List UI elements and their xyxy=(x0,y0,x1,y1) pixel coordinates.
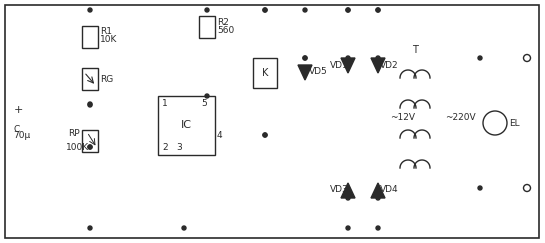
Circle shape xyxy=(205,94,209,98)
Circle shape xyxy=(376,196,380,200)
Polygon shape xyxy=(298,65,312,80)
Text: RP: RP xyxy=(68,129,80,138)
Circle shape xyxy=(88,103,92,107)
Circle shape xyxy=(88,226,92,230)
Text: 4: 4 xyxy=(217,130,222,139)
Circle shape xyxy=(376,8,380,12)
Text: ~220V: ~220V xyxy=(445,113,476,122)
Text: VD2: VD2 xyxy=(380,61,398,70)
Circle shape xyxy=(478,186,482,190)
Circle shape xyxy=(88,145,92,149)
Text: VD1: VD1 xyxy=(330,61,349,70)
Text: 70μ: 70μ xyxy=(13,131,31,140)
Text: 100K: 100K xyxy=(66,142,89,151)
Text: +: + xyxy=(14,105,23,115)
Text: 1: 1 xyxy=(162,99,168,109)
Circle shape xyxy=(88,8,92,12)
Text: IC: IC xyxy=(181,121,192,130)
Circle shape xyxy=(303,56,307,60)
Text: C: C xyxy=(13,125,19,134)
Bar xyxy=(253,58,277,88)
Circle shape xyxy=(182,226,186,230)
Bar xyxy=(82,130,98,152)
Circle shape xyxy=(376,226,380,230)
Circle shape xyxy=(88,102,92,106)
Circle shape xyxy=(88,145,92,149)
Circle shape xyxy=(263,8,267,12)
Circle shape xyxy=(205,8,209,12)
Circle shape xyxy=(346,8,350,12)
Text: 5: 5 xyxy=(201,99,207,109)
Polygon shape xyxy=(341,58,355,73)
Circle shape xyxy=(346,226,350,230)
Circle shape xyxy=(346,8,350,12)
Circle shape xyxy=(263,133,267,137)
Text: RG: RG xyxy=(100,75,113,84)
Text: VD3: VD3 xyxy=(330,185,349,194)
Polygon shape xyxy=(341,183,355,198)
Circle shape xyxy=(346,56,350,60)
Text: T: T xyxy=(412,45,418,55)
Circle shape xyxy=(303,56,307,60)
Circle shape xyxy=(263,8,267,12)
Text: 10K: 10K xyxy=(100,35,117,44)
Circle shape xyxy=(263,133,267,137)
Text: R1: R1 xyxy=(100,27,112,36)
Text: K: K xyxy=(262,68,268,78)
Text: R2: R2 xyxy=(217,18,229,27)
Text: VD5: VD5 xyxy=(309,68,328,77)
Bar xyxy=(82,26,98,48)
Polygon shape xyxy=(371,183,385,198)
Text: VD4: VD4 xyxy=(380,185,398,194)
Text: 560: 560 xyxy=(217,26,234,35)
Bar xyxy=(158,96,215,155)
Circle shape xyxy=(376,8,380,12)
Circle shape xyxy=(376,56,380,60)
Text: EL: EL xyxy=(509,119,519,128)
Circle shape xyxy=(478,56,482,60)
Text: 3: 3 xyxy=(176,142,181,151)
Bar xyxy=(199,16,215,38)
Circle shape xyxy=(303,8,307,12)
Text: 2: 2 xyxy=(162,142,168,151)
Text: ~12V: ~12V xyxy=(390,113,415,122)
Polygon shape xyxy=(371,58,385,73)
Circle shape xyxy=(346,196,350,200)
Bar xyxy=(82,68,98,90)
